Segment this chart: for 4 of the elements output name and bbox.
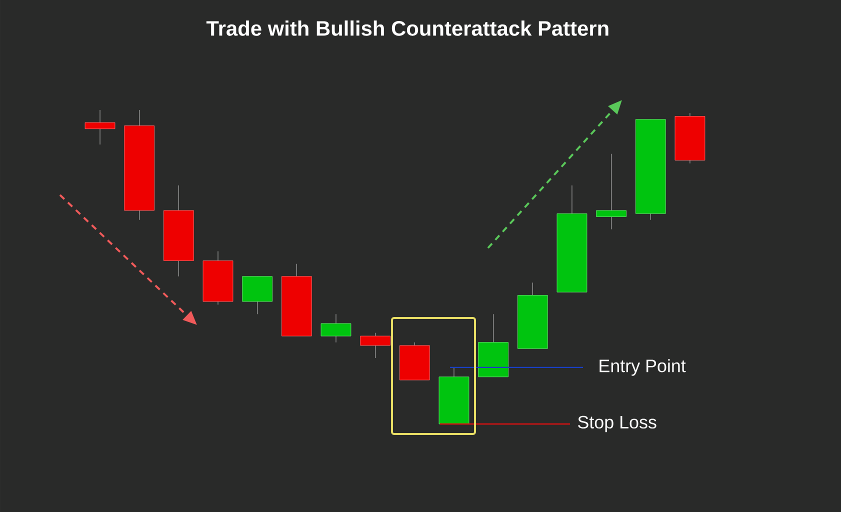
ref-line-label: Entry Point	[600, 359, 686, 376]
ref-line-label: Stop Loss	[578, 416, 656, 432]
candlestick	[596, 154, 626, 230]
chart-title: Trade with Bullish Counterattack Pattern	[206, 20, 608, 36]
